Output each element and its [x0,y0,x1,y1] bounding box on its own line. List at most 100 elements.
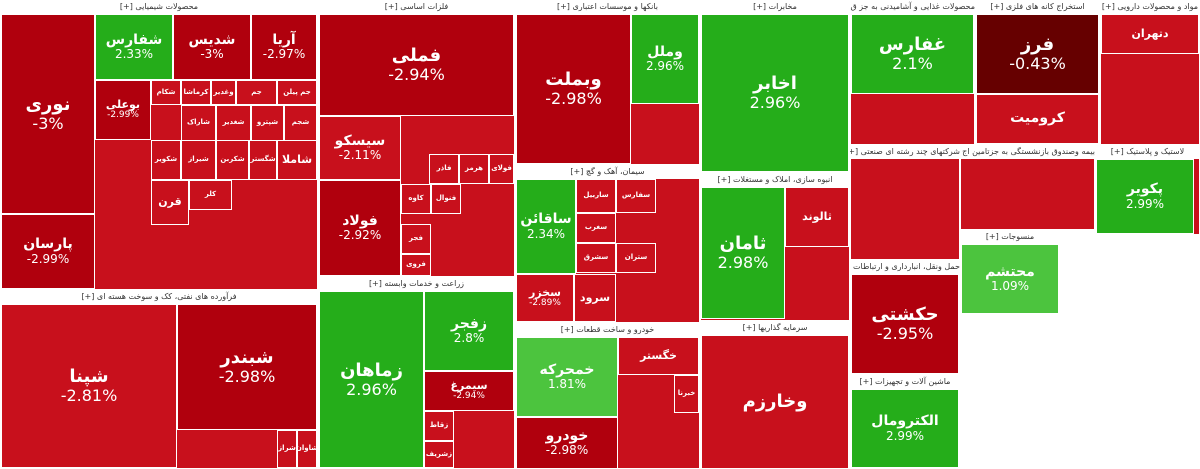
stock-tile[interactable]: کاوه [401,184,431,214]
stock-tile[interactable]: قرن [151,180,189,225]
sector-block[interactable]: منسوجات [+] محتشم 1.09% [960,230,1060,315]
stock-tile[interactable]: جم پیلن [277,80,317,105]
stock-tile[interactable]: فنوال [431,184,461,214]
stock-tile[interactable]: ثالوند [785,187,849,247]
stock-tile[interactable]: فولای [489,154,514,184]
sector-title[interactable]: لاستیک و پلاستیک [+] [1095,145,1200,158]
sector-title[interactable]: محصولات غذایی و آشامیدنی به جز ق [+] [850,0,975,13]
sector-block[interactable]: فرآورده های نفتی، کک و سوخت هسته ای [+] ش… [0,290,318,469]
stock-tile[interactable]: جم [236,80,277,105]
stock-tile[interactable]: شکویر [151,140,181,180]
sector-block[interactable]: زراعت و خدمات وابسته [+] زماهان 2.96% زفجر 2… [318,277,515,469]
stock-tile[interactable]: شدیس -3% [173,14,251,80]
stock-tile[interactable]: وبملت -2.98% [516,14,631,164]
stock-tile[interactable]: محتشم 1.09% [961,244,1059,314]
stock-tile[interactable]: شبندر -2.98% [177,304,317,430]
stock-tile[interactable]: دتهران [1101,14,1199,54]
sector-block[interactable]: انبوه سازی، املاک و مستغلات [+] ثامان 2.98… [700,173,850,321]
stock-tile[interactable]: شاراک [181,105,216,141]
sector-title[interactable]: محصولات شیمیایی [+] [0,0,318,13]
stock-tile[interactable]: پارسان -2.99% [1,214,95,289]
sector-title[interactable]: خودرو و ساخت قطعات [+] [515,323,700,336]
sector-block[interactable]: محصولات غذایی و آشامیدنی به جز ق [+]غفار… [850,0,975,145]
sector-block[interactable]: لاستیک و پلاستیک [+] پکویر 2.99% [1095,145,1200,235]
sector-title[interactable]: منسوجات [+] [960,230,1060,243]
sector-title[interactable]: فلزات اساسی [+] [318,0,515,13]
sector-title[interactable]: شرکتهای چند رشته ای صنعتی [+] [850,145,960,158]
stock-tile[interactable]: شغدیر [216,105,251,141]
stock-tile[interactable]: حکشتی -2.95% [851,274,959,374]
stock-tile[interactable]: الکترومال 2.99% [851,389,959,468]
stock-tile[interactable]: زقاط [424,411,454,441]
sector-block[interactable]: خودرو و ساخت قطعات [+] خمحرکه 1.81% خودرو -2… [515,323,700,469]
stock-tile[interactable]: ثامان 2.98% [701,187,785,319]
stock-tile[interactable]: فملی -2.94% [319,14,514,116]
sector-title[interactable]: سرمایه گذاریها [+] [700,321,850,334]
stock-tile[interactable]: سشرق [576,243,616,273]
stock-tile[interactable]: شکام [151,80,181,105]
stock-tile[interactable]: ساربیل [576,179,616,213]
stock-tile[interactable]: زماهان 2.96% [319,291,424,468]
stock-tile[interactable]: سرود [574,274,616,322]
stock-tile[interactable]: اخابر 2.96% [701,14,849,172]
sector-title[interactable]: مخابرات [+] [700,0,850,13]
sector-title[interactable]: بانکها و موسسات اعتباری [+] [515,0,700,13]
sector-block[interactable]: سرمایه گذاریها [+] وخارزم [700,321,850,469]
stock-tile[interactable]: هرمز [459,154,489,184]
stock-tile[interactable]: کروميت [976,94,1099,144]
sector-title[interactable]: ماشین آلات و تجهیزات [+] [850,375,960,388]
sector-title[interactable]: حمل ونقل، انبارداری و ارتباطات [+] [850,260,960,273]
sector-block[interactable]: بیمه وصندوق بازنشستگی به جزتامین اج [+] [960,145,1095,230]
stock-tile[interactable]: سیسکو -2.11% [319,116,401,180]
stock-tile[interactable]: وغدیر [211,80,236,105]
sector-title[interactable]: زراعت و خدمات وابسته [+] [318,277,515,290]
sector-title[interactable]: استخراج کانه های فلزی [+] [975,0,1100,13]
stock-tile[interactable]: شاوان [297,430,317,468]
stock-tile[interactable]: نوری -3% [1,14,95,214]
stock-tile[interactable]: فروی [401,254,431,276]
stock-tile[interactable]: شجم [284,105,317,141]
sector-block[interactable]: بانکها و موسسات اعتباری [+] وبملت -2.98% وم… [515,0,700,165]
sector-block[interactable]: مخابرات [+] اخابر 2.96% [700,0,850,173]
stock-tile[interactable]: شگستر [249,140,277,180]
stock-tile[interactable]: زشریف [424,441,454,468]
stock-tile[interactable]: شکربن [216,140,249,180]
sector-title[interactable]: انبوه سازی، املاک و مستغلات [+] [700,173,850,186]
stock-tile[interactable]: شراز [277,430,297,468]
sector-block[interactable]: شرکتهای چند رشته ای صنعتی [+] [850,145,960,260]
stock-tile[interactable]: پکویر 2.99% [1096,159,1194,234]
stock-tile[interactable]: شاملا [277,140,317,180]
stock-tile[interactable]: زفجر 2.8% [424,291,514,371]
stock-tile[interactable]: فرز -0.43% [976,14,1099,94]
stock-tile[interactable]: سغرب [576,213,616,243]
stock-tile[interactable]: شپترو [251,105,284,141]
stock-tile[interactable]: خودرو -2.98% [516,417,618,469]
stock-tile[interactable]: سفارس [616,179,656,213]
sector-block[interactable]: سیمان، آهک و گچ [+] ساقائن 2.34% ساربیل سفار… [515,165,700,323]
stock-tile[interactable]: شفارس 2.33% [95,14,173,80]
stock-tile[interactable]: خگستر [618,337,699,375]
sector-title[interactable]: سیمان، آهک و گچ [+] [515,165,700,178]
stock-tile[interactable]: کرماشا [181,80,211,105]
sector-block[interactable]: محصولات شیمیایی [+] نوری -3% پارسان -2.99% شف… [0,0,318,290]
stock-tile[interactable]: بوعلی -2.99% [95,80,151,140]
stock-tile[interactable]: غفارس 2.1% [851,14,974,94]
stock-tile[interactable]: شیراز [181,140,216,180]
stock-tile[interactable]: فولاد -2.92% [319,180,401,276]
stock-tile[interactable]: خبرنا [674,375,699,413]
stock-tile[interactable]: کلر [189,180,232,210]
stock-tile[interactable]: سیمرغ -2.94% [424,371,514,411]
stock-tile[interactable]: وملل 2.96% [631,14,699,104]
stock-tile[interactable]: فاذر [429,154,459,184]
stock-tile[interactable]: شپنا -2.81% [1,304,177,468]
stock-tile[interactable]: فجر [401,224,431,254]
sector-block[interactable]: استخراج کانه های فلزی [+] فرز -0.43% کروميت [975,0,1100,145]
stock-tile[interactable]: خمحرکه 1.81% [516,337,618,417]
sector-block[interactable]: مواد و محصولات دارویی [+] دتهران [1100,0,1200,145]
sector-block[interactable]: ماشین آلات و تجهیزات [+] الکترومال 2.99% [850,375,960,469]
stock-tile[interactable]: ساقائن 2.34% [516,179,576,274]
sector-block[interactable]: حمل ونقل، انبارداری و ارتباطات [+]حکشتی-… [850,260,960,375]
stock-tile[interactable]: سخزر -2.89% [516,274,574,322]
stock-tile[interactable]: ستران [616,243,656,273]
stock-tile[interactable]: آریا -2.97% [251,14,317,80]
